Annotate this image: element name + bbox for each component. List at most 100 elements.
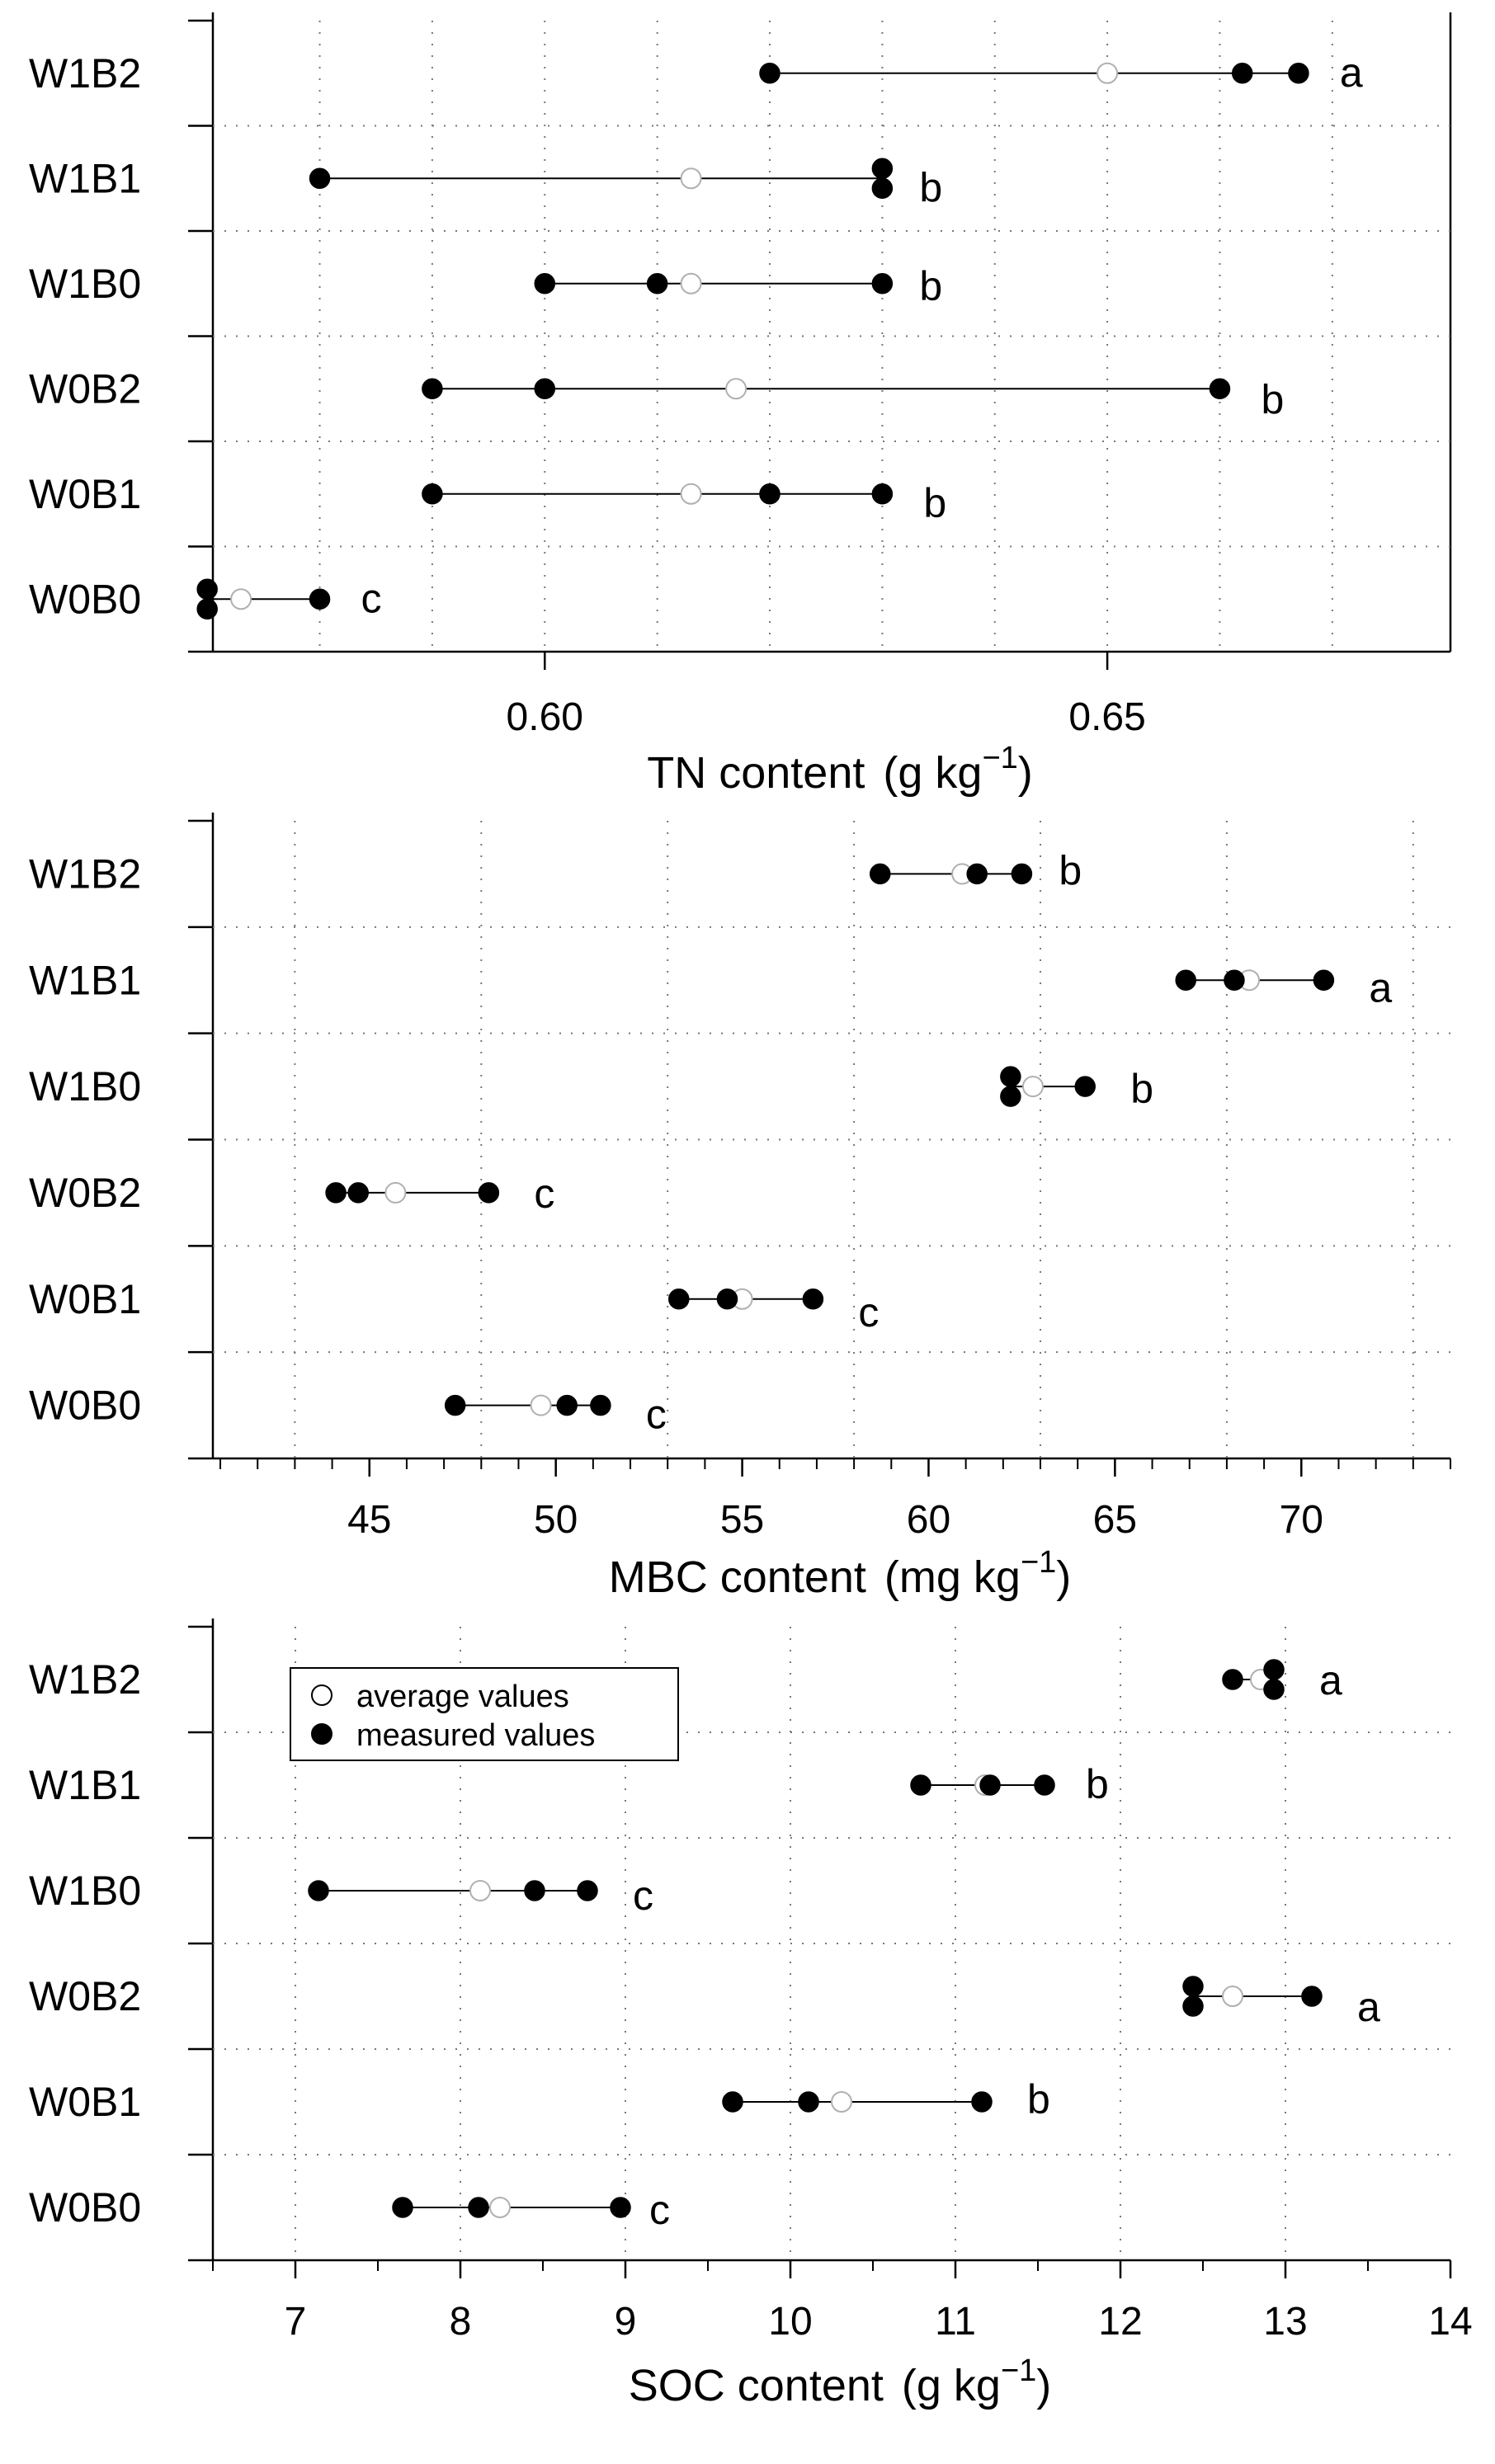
measured-point	[871, 158, 894, 179]
measured-point	[1263, 1659, 1285, 1680]
measured-point	[910, 1774, 931, 1796]
measured-point	[1175, 969, 1196, 991]
x-axis-title: TN content (g kg−1)	[647, 741, 1033, 798]
x-tick-label: 9	[615, 2300, 637, 2344]
significance-letter: b	[1059, 847, 1082, 893]
measured-point	[802, 1289, 824, 1310]
measured-point	[759, 483, 781, 505]
panel-mbc-content: 45 50 55 60 65 70 MBC content (mg kg−1) W1B2 b W1B…	[29, 813, 1451, 1602]
significance-letter: c	[534, 1171, 554, 1217]
x-tick-label: 7	[285, 2300, 307, 2344]
measured-point	[646, 273, 668, 294]
average-point	[831, 2091, 852, 2113]
measured-point	[871, 483, 894, 505]
measured-point	[1000, 1066, 1021, 1087]
measured-point	[610, 2197, 631, 2218]
x-axis-unit: (mg kg	[884, 1552, 1021, 1602]
x-axis-title: SOC content (g kg−1)	[629, 2353, 1052, 2410]
measured-point	[1231, 63, 1253, 84]
row-label: W0B2	[29, 1973, 141, 2019]
x-axis-unit-exponent: −1	[982, 741, 1017, 775]
significance-letter: a	[1319, 1657, 1342, 1703]
measured-point	[871, 177, 894, 199]
row-label: W0B1	[29, 2079, 141, 2125]
average-point	[1096, 62, 1119, 84]
significance-letter: a	[1357, 1984, 1380, 2030]
measured-point	[534, 273, 556, 294]
row-label: W0B1	[29, 471, 141, 517]
x-axis-unit-exponent: −1	[1021, 1545, 1056, 1580]
x-axis-unit-close: )	[1018, 748, 1033, 798]
average-point	[530, 1394, 552, 1416]
x-tick-label: 10	[768, 2300, 812, 2344]
x-tick-label: 55	[720, 1498, 764, 1542]
x-tick-label: 45	[347, 1498, 391, 1542]
x-tick-label: 12	[1098, 2300, 1142, 2344]
measured-point	[979, 1774, 1001, 1796]
measured-point	[444, 1394, 466, 1416]
significance-letter: b	[1130, 1066, 1153, 1112]
average-point	[680, 167, 702, 190]
x-axis-unit-close: )	[1056, 1552, 1071, 1602]
measured-point	[422, 378, 443, 399]
measured-point	[325, 1182, 347, 1204]
row-label: W1B2	[29, 1656, 141, 1703]
average-point	[725, 378, 748, 400]
average-point	[680, 483, 702, 505]
x-axis-unit: (g kg	[902, 2361, 1001, 2410]
significance-letter: a	[1369, 964, 1392, 1011]
measured-point	[1182, 1976, 1204, 1997]
row-label: W0B2	[29, 1170, 141, 1216]
row-label: W1B0	[29, 1063, 141, 1110]
row-label: W0B2	[29, 365, 141, 412]
x-tick-label: 14	[1428, 2300, 1472, 2344]
measured-point	[392, 2197, 413, 2218]
average-point	[384, 1181, 407, 1204]
average-point	[680, 272, 702, 294]
measured-point	[971, 2091, 993, 2113]
x-axis-unit-exponent: −1	[1001, 2353, 1036, 2388]
measured-point	[1000, 1086, 1021, 1107]
measured-point	[716, 1289, 738, 1310]
panel-tn-content: 0.60 0.65 TN content (g kg−1) W1B2 a W1B1 b W1B0…	[29, 12, 1452, 798]
x-tick-label: 11	[935, 2300, 976, 2344]
measured-point	[309, 167, 331, 189]
average-point	[1021, 1076, 1044, 1098]
legend: average values measured values	[290, 1667, 679, 1761]
x-tick-label: 0.65	[1068, 695, 1145, 739]
row-label: W1B0	[29, 1868, 141, 1914]
x-tick-label: 60	[907, 1498, 950, 1542]
measured-point	[196, 598, 218, 620]
legend-measured-marker	[311, 1723, 332, 1745]
significance-letter: c	[858, 1289, 879, 1336]
measured-point	[478, 1182, 500, 1204]
significance-letter: c	[649, 2187, 670, 2233]
measured-point	[308, 1880, 329, 1901]
row-label: W0B0	[29, 2184, 141, 2231]
significance-letter: b	[919, 263, 942, 309]
significance-letter: b	[1261, 376, 1284, 422]
x-tick-label: 70	[1280, 1498, 1323, 1542]
row-label: W0B0	[29, 1383, 141, 1429]
measured-point	[869, 863, 891, 885]
significance-letter: b	[919, 164, 942, 210]
significance-letter: b	[1086, 1761, 1109, 1807]
measured-point	[1224, 969, 1245, 991]
x-tick-label: 50	[534, 1498, 578, 1542]
significance-letter: b	[1027, 2076, 1050, 2122]
measured-point	[722, 2091, 743, 2113]
x-axis-unit: (g kg	[883, 748, 982, 798]
measured-point	[1222, 1669, 1243, 1690]
measured-point	[1288, 63, 1309, 84]
measured-point	[1182, 1995, 1204, 2017]
measured-point	[1034, 1774, 1055, 1796]
measured-point	[196, 578, 218, 600]
legend-measured-label: measured values	[356, 1718, 595, 1753]
measured-point	[759, 63, 781, 84]
row-label: W0B0	[29, 576, 141, 622]
measured-point	[1074, 1076, 1096, 1097]
row-label: W1B1	[29, 957, 141, 1003]
legend-average-label: average values	[356, 1680, 569, 1714]
